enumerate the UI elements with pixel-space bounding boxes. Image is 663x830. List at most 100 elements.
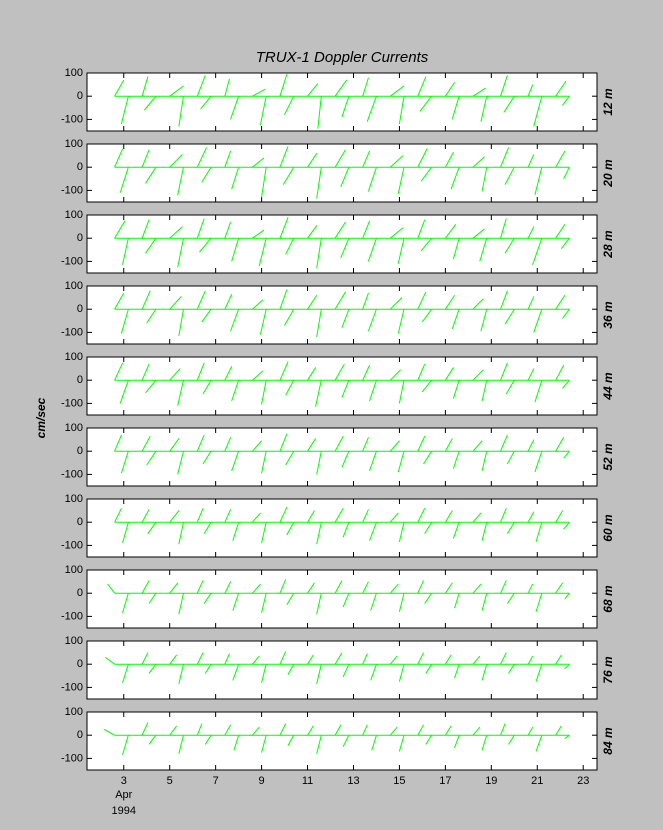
stick [114, 148, 124, 168]
stick [500, 508, 507, 523]
stick [562, 308, 570, 319]
stick [398, 522, 405, 543]
stick [425, 734, 433, 745]
stick [504, 308, 515, 325]
y-tick-label: 0 [77, 729, 83, 741]
stick [452, 522, 460, 539]
stick [202, 379, 212, 395]
y-tick-label: -100 [61, 681, 83, 693]
stick [367, 238, 377, 262]
stick [169, 368, 181, 381]
stick [500, 723, 506, 736]
stick [252, 370, 264, 381]
stick [535, 664, 543, 682]
stick [527, 439, 535, 452]
stick [279, 146, 289, 168]
stick [203, 521, 212, 535]
stick [444, 295, 456, 310]
stick [555, 295, 566, 310]
stick [196, 218, 205, 239]
stick [389, 297, 403, 310]
y-tick-label: 100 [65, 706, 83, 718]
stick [454, 664, 460, 679]
stick [141, 652, 149, 665]
stick [444, 438, 453, 452]
stick [500, 218, 507, 239]
y-tick-label: -100 [61, 610, 83, 622]
y-tick-label: 100 [65, 422, 83, 434]
stick [261, 167, 267, 198]
stick [279, 651, 287, 665]
stick [366, 96, 377, 122]
stick [148, 592, 157, 604]
stick [232, 522, 240, 541]
stick [286, 521, 295, 536]
panel [86, 143, 598, 203]
stick [362, 292, 369, 310]
stick [506, 450, 515, 465]
stick [362, 77, 369, 97]
depth-label: 44 m [601, 372, 615, 401]
y-tick-label: 0 [77, 374, 83, 386]
stick [444, 151, 454, 168]
stick [452, 451, 460, 469]
stick [555, 364, 565, 381]
panel [86, 427, 598, 487]
stick [398, 593, 405, 612]
stick [421, 379, 432, 393]
stick [472, 87, 486, 97]
stick [420, 166, 432, 182]
stick [334, 221, 346, 239]
stick [452, 380, 460, 399]
stick [480, 96, 488, 122]
depth-label: 52 m [601, 443, 615, 471]
stick [417, 291, 427, 310]
stick [341, 451, 350, 468]
stick [307, 153, 318, 168]
stick [334, 580, 343, 594]
stick [362, 653, 368, 665]
stick [261, 522, 267, 544]
stick [398, 735, 405, 752]
stick [334, 291, 346, 310]
stick [279, 217, 289, 239]
stick [555, 510, 564, 523]
stick [145, 237, 157, 254]
stick [341, 96, 350, 118]
stick [316, 664, 322, 685]
stick [169, 654, 178, 665]
stick [178, 309, 184, 336]
stick [178, 735, 184, 754]
stick [362, 437, 369, 452]
stick [417, 363, 426, 381]
panel [86, 711, 598, 771]
stick [316, 593, 322, 615]
stick [307, 295, 318, 310]
stick [307, 654, 314, 665]
stick [417, 148, 428, 168]
stick [258, 238, 267, 267]
stick [481, 735, 488, 751]
y-tick-label: -100 [61, 113, 83, 125]
stick [143, 95, 157, 111]
stick [389, 726, 398, 736]
stick [104, 656, 115, 665]
depth-label: 84 m [601, 727, 615, 755]
stick [472, 369, 484, 381]
stick [563, 521, 570, 530]
stick [389, 512, 399, 523]
stick [417, 580, 425, 594]
depth-label: 68 m [601, 585, 615, 613]
stick [444, 82, 456, 97]
stick [389, 85, 405, 97]
stick [472, 583, 482, 594]
stick [141, 76, 149, 97]
stick [389, 440, 400, 452]
stick [454, 735, 460, 749]
stick [423, 450, 433, 465]
stick [451, 309, 460, 330]
stick [120, 309, 129, 334]
x-month-label: Apr [115, 789, 132, 801]
y-tick-label: -100 [61, 326, 83, 338]
stick [141, 435, 151, 452]
